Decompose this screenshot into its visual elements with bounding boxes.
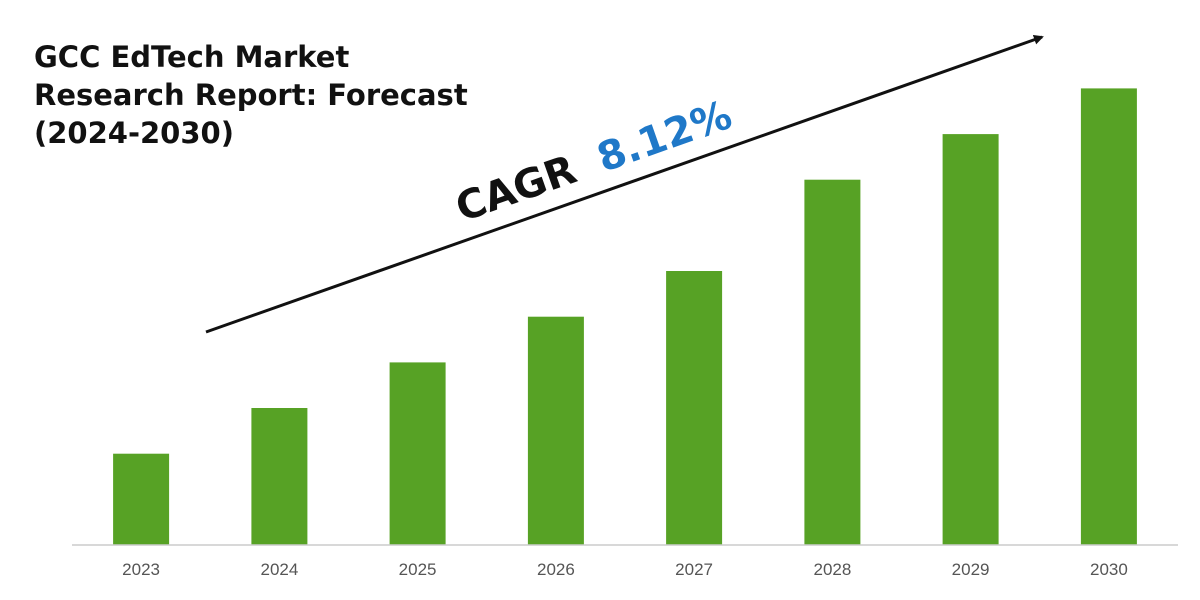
x-tick-2025: 2025 bbox=[399, 560, 437, 579]
bar-2026 bbox=[527, 316, 584, 545]
trend-arrow bbox=[205, 34, 1044, 334]
x-tick-2029: 2029 bbox=[952, 560, 990, 579]
x-tick-2028: 2028 bbox=[813, 560, 851, 579]
bar-2027 bbox=[666, 271, 723, 545]
bars bbox=[113, 88, 1137, 546]
bar-2029 bbox=[942, 134, 999, 545]
x-tick-labels: 2023 2024 2025 2026 2027 2028 2029 2030 bbox=[122, 560, 1128, 579]
bar-2025 bbox=[389, 362, 446, 545]
cagr-label: CAGR bbox=[450, 147, 582, 232]
cagr-annotation: CAGR 8.12% bbox=[450, 92, 738, 231]
cagr-value: 8.12% bbox=[591, 92, 737, 181]
chart-title: GCC EdTech Market Research Report: Forec… bbox=[34, 40, 468, 150]
x-tick-2027: 2027 bbox=[675, 560, 713, 579]
bar-2024 bbox=[251, 408, 308, 545]
x-tick-2026: 2026 bbox=[537, 560, 575, 579]
x-tick-2030: 2030 bbox=[1090, 560, 1128, 579]
bar-2028 bbox=[804, 179, 861, 545]
bar-2030 bbox=[1080, 88, 1137, 546]
bar-2023 bbox=[113, 453, 170, 545]
x-tick-2024: 2024 bbox=[260, 560, 298, 579]
x-tick-2023: 2023 bbox=[122, 560, 160, 579]
